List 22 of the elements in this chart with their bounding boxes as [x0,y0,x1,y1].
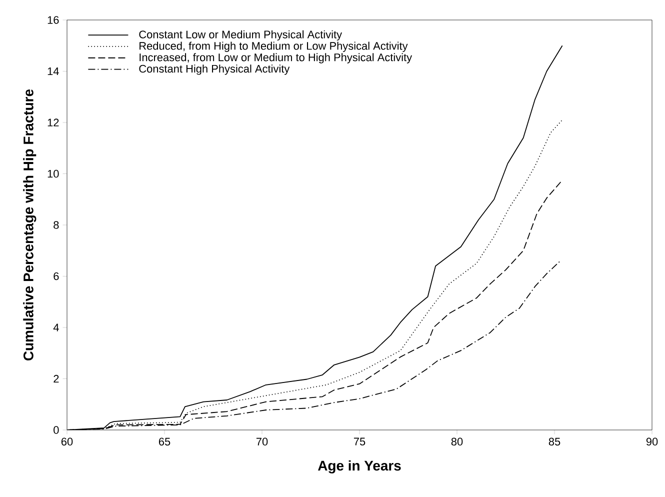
y-axis-title: Cumulative Percentage with Hip Fracture [23,89,36,360]
y-tick-label: 6 [54,272,59,280]
x-tick-label: 85 [548,438,560,446]
legend-label: Reduced, from High to Medium or Low Physical Activity [140,42,408,52]
x-tick-label: 60 [61,438,73,446]
y-tick-label: 2 [54,374,59,383]
y-tick-label: 14 [48,67,59,76]
x-axis-title: Age in Years [318,460,401,474]
y-tick-label: 0 [54,426,59,434]
y-tick-label: 8 [54,221,59,229]
x-tick-label: 90 [646,438,658,446]
x-tick-label: 70 [256,438,268,446]
legend-label: Constant High Physical Activity [139,64,290,75]
legend-label: Constant Low or Medium Physical Activity [139,30,342,41]
y-tick-label: 4 [53,324,59,332]
y-tick-label: 16 [48,16,59,24]
x-tick-label: 65 [158,438,170,446]
y-tick-label: 12 [48,118,59,126]
x-tick-label: 75 [354,438,366,446]
x-tick-label: 80 [451,438,463,446]
y-tick-label: 10 [48,170,59,178]
legend-label: Increased, from Low or Medium to High Physical Activity [140,53,412,64]
